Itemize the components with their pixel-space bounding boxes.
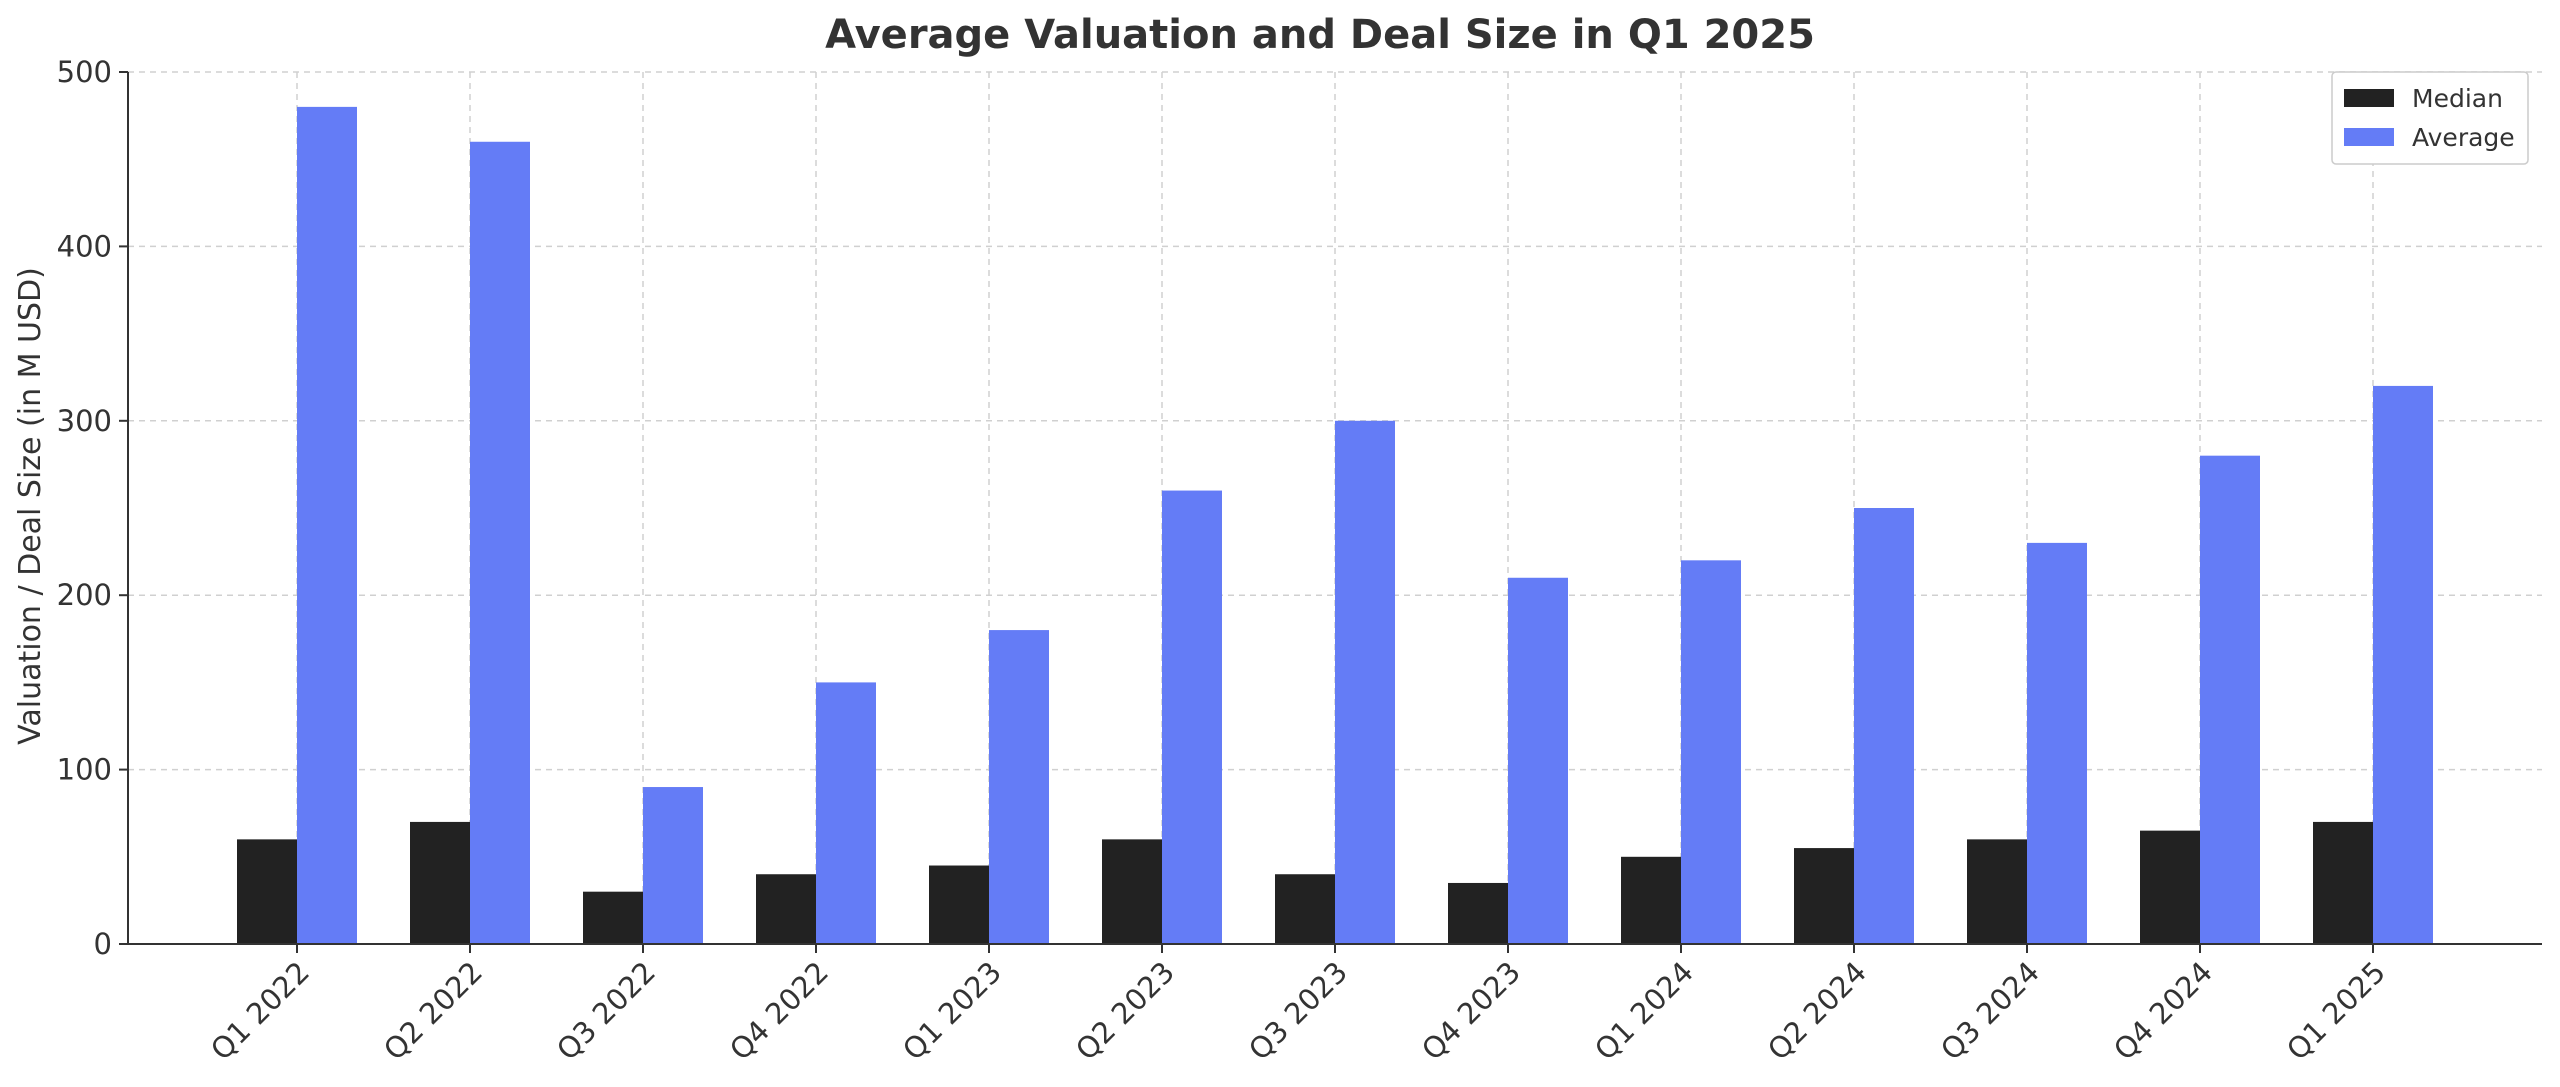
bar-median-q3-2022: [583, 891, 643, 944]
bar-median-q3-2024: [1967, 839, 2027, 944]
bar-average-q1-2022: [297, 106, 357, 944]
bars-layer: [237, 106, 2433, 944]
x-tick-label: Q4 2024: [2107, 955, 2219, 1067]
x-tick-label: Q1 2023: [896, 955, 1008, 1067]
bar-average-q3-2024: [2027, 542, 2087, 944]
bar-median-q1-2024: [1621, 856, 1681, 944]
x-tick-label: Q3 2023: [1242, 955, 1354, 1067]
bar-average-q2-2023: [1162, 490, 1222, 944]
legend-label-average: Average: [2412, 123, 2515, 152]
x-tick-label: Q1 2022: [204, 955, 316, 1067]
chart-title: Average Valuation and Deal Size in Q1 20…: [825, 12, 1815, 58]
x-tick-label: Q1 2024: [1588, 955, 1700, 1067]
bar-median-q3-2023: [1275, 874, 1335, 944]
x-tick-label: Q4 2023: [1415, 955, 1527, 1067]
bar-median-q4-2023: [1448, 882, 1508, 944]
legend-label-median: Median: [2412, 84, 2503, 113]
legend-swatch-average: [2344, 128, 2394, 146]
legend: Median Average: [2331, 71, 2529, 165]
bar-average-q2-2022: [470, 141, 530, 944]
bar-average-q4-2023: [1508, 577, 1568, 944]
bar-average-q4-2022: [816, 682, 876, 944]
x-tick-label: Q3 2022: [550, 955, 662, 1067]
x-tick-label: Q3 2024: [1934, 955, 2046, 1067]
bar-median-q1-2023: [929, 865, 989, 944]
bar-average-q3-2022: [643, 787, 703, 944]
bar-average-q4-2024: [2200, 455, 2260, 944]
x-tick-label: Q2 2024: [1761, 955, 1873, 1067]
y-axis-label: Valuation / Deal Size (in M USD): [13, 267, 48, 745]
bar-average-q2-2024: [1854, 508, 1914, 944]
bar-median-q2-2023: [1102, 839, 1162, 944]
bar-average-q1-2024: [1681, 560, 1741, 944]
y-tick-label: 100: [57, 753, 112, 787]
y-tick-label: 300: [57, 404, 112, 438]
bar-median-q2-2022: [410, 821, 470, 944]
y-tick-label: 400: [57, 229, 112, 263]
x-tick-label: Q2 2022: [377, 955, 489, 1067]
bar-median-q4-2024: [2140, 830, 2200, 944]
x-tick-label: Q4 2022: [723, 955, 835, 1067]
legend-swatch-median: [2344, 89, 2394, 107]
y-tick-label: 200: [57, 578, 112, 612]
bar-median-q1-2025: [2313, 821, 2373, 944]
x-tick-label: Q1 2025: [2280, 955, 2392, 1067]
y-tick-label: 0: [94, 927, 112, 961]
axes-layer: [119, 71, 2542, 953]
bar-average-q1-2025: [2373, 385, 2433, 944]
bar-average-q1-2023: [989, 630, 1049, 944]
y-tick-label: 500: [57, 55, 112, 89]
bar-median-q1-2022: [237, 839, 297, 944]
bar-median-q2-2024: [1794, 848, 1854, 944]
bar-average-q3-2023: [1335, 420, 1395, 944]
bar-median-q4-2022: [756, 874, 816, 944]
x-tick-label: Q2 2023: [1069, 955, 1181, 1067]
